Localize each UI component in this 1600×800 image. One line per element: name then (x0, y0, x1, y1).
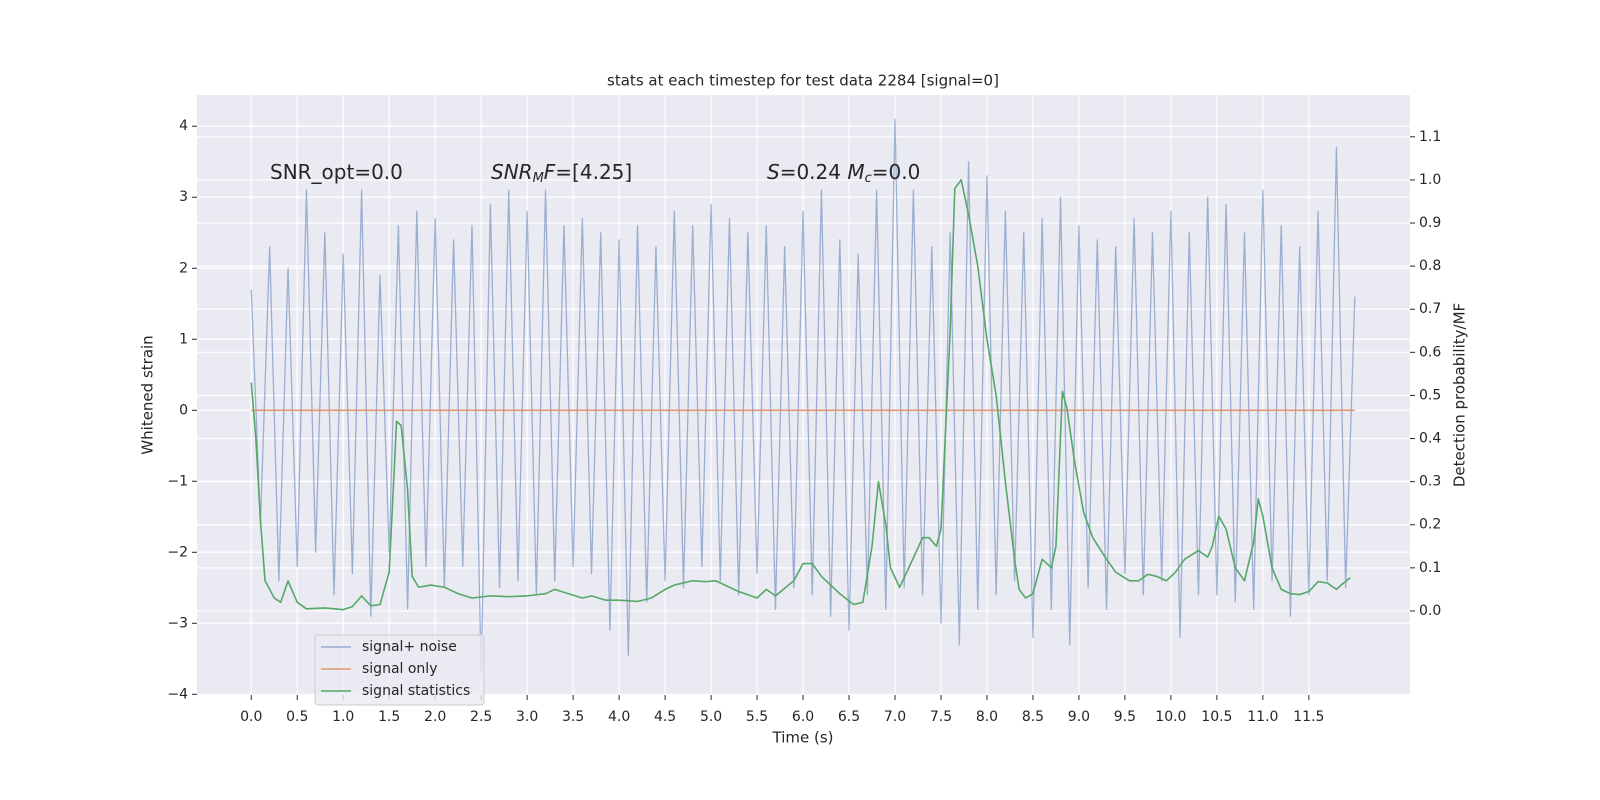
series-line (250, 179, 1351, 611)
x-tick-label: 4.5 (654, 709, 676, 725)
legend-label: signal statistics (362, 683, 470, 699)
y2-tick-label: 0.4 (1419, 431, 1441, 447)
x-tick-label: 0.5 (286, 709, 308, 725)
y2-tick-label: 0.9 (1419, 215, 1441, 231)
y2-tick-label: 1.0 (1419, 172, 1441, 188)
annotation-part: M (533, 171, 544, 186)
y-tick-label: 3 (179, 189, 188, 205)
x-tick-label: 10.5 (1201, 709, 1232, 725)
y-tick-label: −4 (167, 686, 188, 702)
grid (197, 95, 1410, 695)
x-tick-label: 1.0 (332, 709, 354, 725)
y2-tick-label: 0.6 (1419, 344, 1441, 360)
x-tick-label: 0.0 (240, 709, 262, 725)
x-tick-label: 2.5 (470, 709, 492, 725)
x-tick-label: 8.0 (976, 709, 998, 725)
x-tick-label: 5.5 (746, 709, 768, 725)
annotation: SNR_opt=0.0 (270, 160, 403, 184)
y-tick-label: 0 (179, 402, 188, 418)
x-tick-label: 7.5 (930, 709, 952, 725)
legend-label: signal+ noise (362, 639, 457, 655)
legend-label: signal only (362, 661, 437, 677)
chart-title: stats at each timestep for test data 228… (607, 72, 999, 90)
y2-tick-label: 0.3 (1419, 474, 1441, 490)
annotation-part: S (767, 160, 780, 184)
y2-tick-label: 0.7 (1419, 301, 1441, 317)
x-tick-label: 11.0 (1247, 709, 1278, 725)
x-tick-label: 2.0 (424, 709, 446, 725)
y2-axis-label: Detection probability/MF (1451, 303, 1469, 487)
y2-tick-label: 0.0 (1419, 603, 1441, 619)
y2-tick-label: 0.5 (1419, 387, 1441, 403)
x-tick-label: 3.0 (516, 709, 538, 725)
x-tick-label: 9.0 (1068, 709, 1090, 725)
y-tick-label: −1 (167, 473, 188, 489)
y2-tick-label: 0.8 (1419, 258, 1441, 274)
y-tick-label: −3 (167, 615, 188, 631)
x-tick-label: 7.0 (884, 709, 906, 725)
y-tick-label: −2 (167, 544, 188, 560)
annotation-part: c (865, 171, 872, 186)
y-tick-label: 1 (179, 331, 188, 347)
x-tick-label: 3.5 (562, 709, 584, 725)
x-axis-label: Time (s) (772, 729, 834, 747)
x-tick-label: 10.0 (1155, 709, 1186, 725)
annotation-part: SNR (491, 160, 533, 184)
x-tick-label: 6.5 (838, 709, 860, 725)
y2-tick-label: 0.1 (1419, 560, 1441, 576)
y2-tick-label: 0.2 (1419, 517, 1441, 533)
x-tick-label: 11.5 (1293, 709, 1324, 725)
series-line (250, 118, 1356, 674)
x-tick-label: 1.5 (378, 709, 400, 725)
annotation-part: =0.24 (780, 160, 848, 184)
y2-tick-label: 1.1 (1419, 129, 1441, 145)
x-tick-label: 6.0 (792, 709, 814, 725)
x-tick-label: 5.0 (700, 709, 722, 725)
annotation: SNRMF=[4.25] (491, 160, 632, 186)
annotation-part: =0.0 (872, 160, 921, 184)
y-tick-label: 2 (179, 260, 188, 276)
annotation-part: F (544, 160, 556, 184)
y-axis-label: Whitened strain (139, 335, 157, 454)
x-tick-label: 8.5 (1022, 709, 1044, 725)
x-tick-label: 9.5 (1114, 709, 1136, 725)
annotation: S=0.24 Mc=0.0 (767, 160, 920, 186)
legend-box (314, 634, 485, 706)
annotation-part: SNR_opt=0.0 (270, 160, 403, 184)
annotation-part: =[4.25] (555, 160, 632, 184)
annotation-part: M (847, 160, 864, 184)
y-tick-label: 4 (179, 118, 188, 134)
x-tick-label: 4.0 (608, 709, 630, 725)
